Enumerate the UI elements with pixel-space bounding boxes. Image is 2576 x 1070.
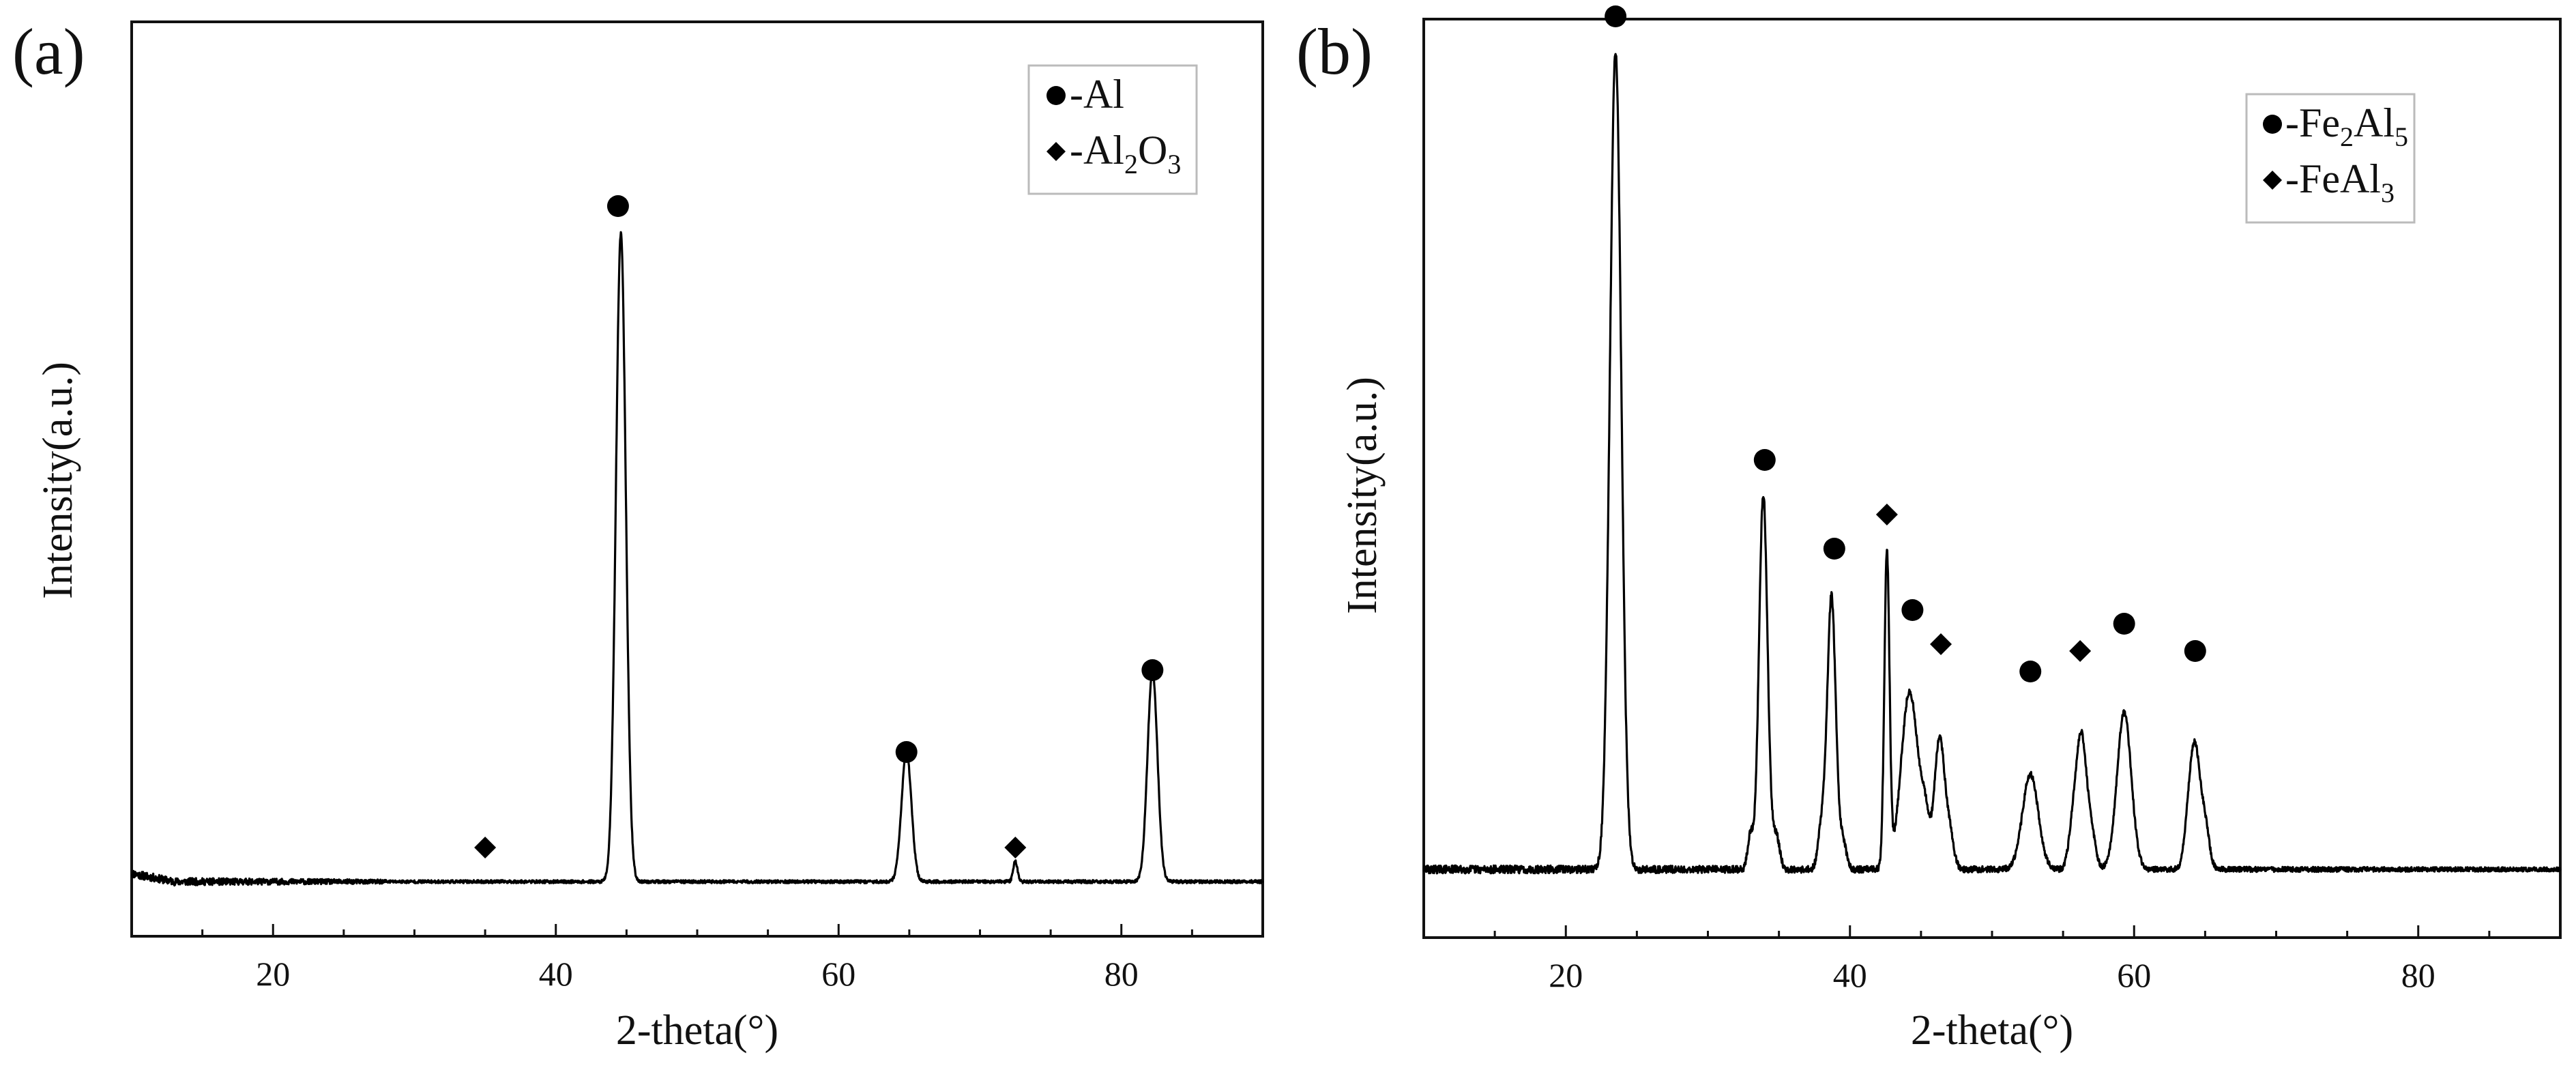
legend-text-part: -Al: [1070, 128, 1124, 173]
legend-subscript: 2: [2340, 121, 2354, 152]
marker-circle-b-2: [1753, 449, 1776, 471]
legend-circle-icon-a: [1046, 86, 1066, 105]
panel-a-marks: [130, 195, 1264, 887]
legend-entry-a-1: -Al2O3: [1070, 128, 1181, 179]
panel-a-label: (a): [12, 15, 85, 88]
legend-entry-a-0: -Al: [1070, 72, 1124, 117]
marker-circle-b-7: [2019, 661, 2042, 682]
x-tick-label-b-80: 80: [2401, 956, 2435, 994]
marker-diamond-b-8: [2069, 640, 2092, 662]
x-tick-label-b-40: 40: [1833, 956, 1867, 994]
marker-diamond-a-3: [474, 837, 497, 858]
marker-circle-b-3: [1823, 538, 1845, 560]
legend-diamond-icon-a: [1046, 142, 1066, 161]
panel-a-y-axis-label: Intensity(a.u.): [35, 362, 81, 599]
legend-text-part: Al: [2354, 100, 2395, 145]
legend-entry-b-1: -FeAl3: [2285, 156, 2395, 208]
x-tick-label-b-60: 60: [2117, 956, 2151, 994]
marker-circle-a-2: [1141, 659, 1164, 681]
marker-circle-b-1: [1605, 5, 1627, 27]
x-tick-label-a-60: 60: [821, 955, 855, 993]
legend-circle-icon-b: [2263, 115, 2282, 134]
panel-a-x-ticks: 20 40 60 80: [201, 924, 1193, 993]
x-tick-label-b-20: 20: [1549, 956, 1583, 994]
panel-b-legend: -Fe2Al5-FeAl3: [2245, 93, 2416, 224]
legend-subscript: 2: [1124, 149, 1138, 179]
marker-circle-a-0: [606, 195, 629, 217]
x-tick-label-a-80: 80: [1104, 955, 1139, 993]
marker-circle-b-5: [1901, 599, 1924, 621]
panel-b-label: (b): [1296, 15, 1373, 88]
marker-circle-b-10: [2184, 640, 2206, 662]
marker-diamond-b-4: [1875, 504, 1898, 525]
marker-circle-a-1: [895, 741, 918, 763]
panel-b-marks: [1422, 5, 2562, 875]
legend-text-part: -FeAl: [2285, 156, 2381, 201]
legend-subscript: 5: [2395, 121, 2408, 152]
panel-b-x-ticks: 20 40 60 80: [1493, 925, 2491, 994]
legend-entry-b-0: -Fe2Al5: [2285, 100, 2408, 152]
panel-a-x-axis-label: 2-theta(°): [616, 1007, 778, 1054]
panel-b: (b) 20 40 60 80 2-theta(°) Intensity(a.u.) …: [1296, 5, 2562, 1054]
legend-text-part: O: [1138, 128, 1167, 173]
xrd-pattern-line-a: [130, 231, 1264, 887]
legend-text-part: -Fe: [2285, 100, 2340, 145]
panel-b-y-axis-label: Intensity(a.u.): [1339, 377, 1386, 614]
marker-diamond-b-6: [1930, 633, 1952, 655]
marker-diamond-a-4: [1004, 837, 1027, 858]
panel-a-legend: -Al-Al2O3: [1027, 64, 1198, 195]
panel-a: (a) 20 40 60 80 2-theta(°) Intensity(a.u.) …: [12, 15, 1264, 1054]
legend-diamond-icon-b: [2263, 171, 2282, 190]
marker-circle-b-9: [2113, 613, 2135, 635]
legend-subscript: 3: [2381, 177, 2395, 208]
panel-b-x-axis-label: 2-theta(°): [1911, 1007, 2073, 1054]
legend-text-part: -Al: [1070, 72, 1124, 117]
legend-subscript: 3: [1167, 149, 1181, 179]
x-tick-label-a-40: 40: [539, 955, 573, 993]
xrd-pattern-line-b: [1422, 53, 2562, 875]
x-tick-label-a-20: 20: [256, 955, 290, 993]
